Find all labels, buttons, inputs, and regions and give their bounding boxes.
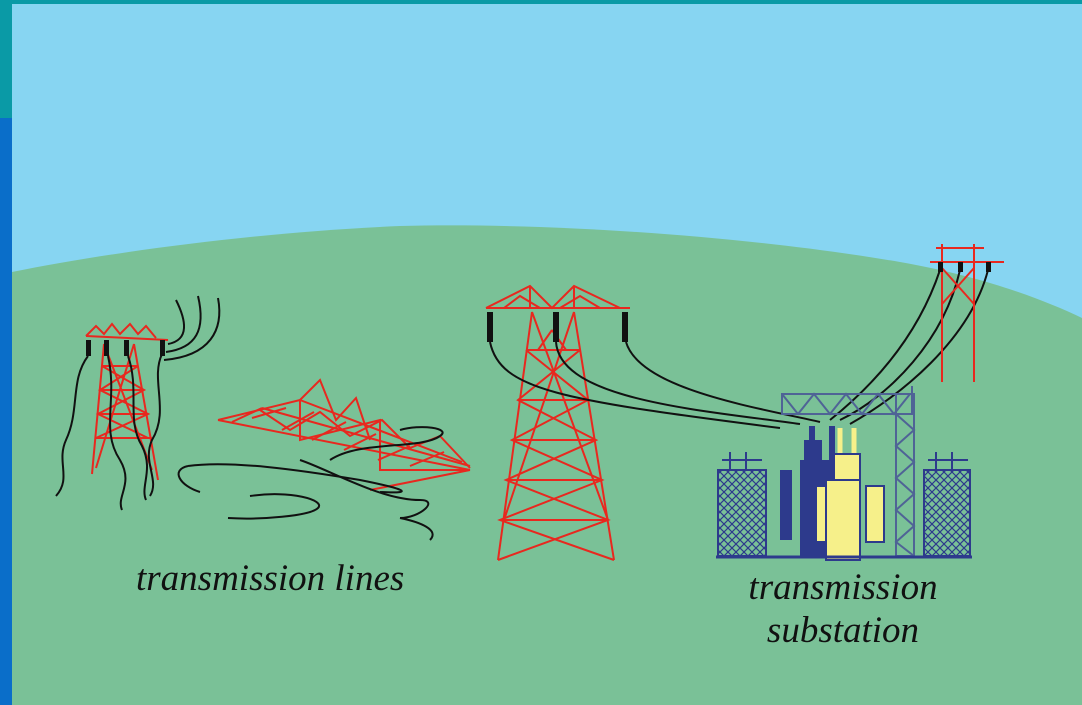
insulators-h-frame: [938, 262, 991, 272]
substation-gantry: [781, 386, 916, 557]
substation-fence-left: [717, 452, 767, 557]
standing-tower-center: [485, 284, 630, 561]
collapsed-tower-left: [85, 322, 169, 481]
fallen-tower: [217, 378, 471, 491]
substation-fence-right: [923, 452, 971, 557]
fallen-wires-middle: [177, 426, 444, 541]
ground-hill: [12, 225, 1082, 705]
transmission-substation-label-line2: substation: [766, 609, 920, 651]
transformer-yellow: [815, 428, 885, 561]
insulators-center: [487, 312, 628, 342]
insulators-left: [86, 340, 165, 356]
transmission-substation-label-line1: transmission: [748, 567, 938, 608]
frame-left-blue-bar: [0, 118, 12, 705]
transmission-lines-label: transmission lines: [136, 558, 405, 599]
transmission-substation-label: transmission substation: [728, 567, 958, 652]
fallen-wires-left: [55, 295, 221, 511]
conductor-wires: [489, 269, 989, 429]
